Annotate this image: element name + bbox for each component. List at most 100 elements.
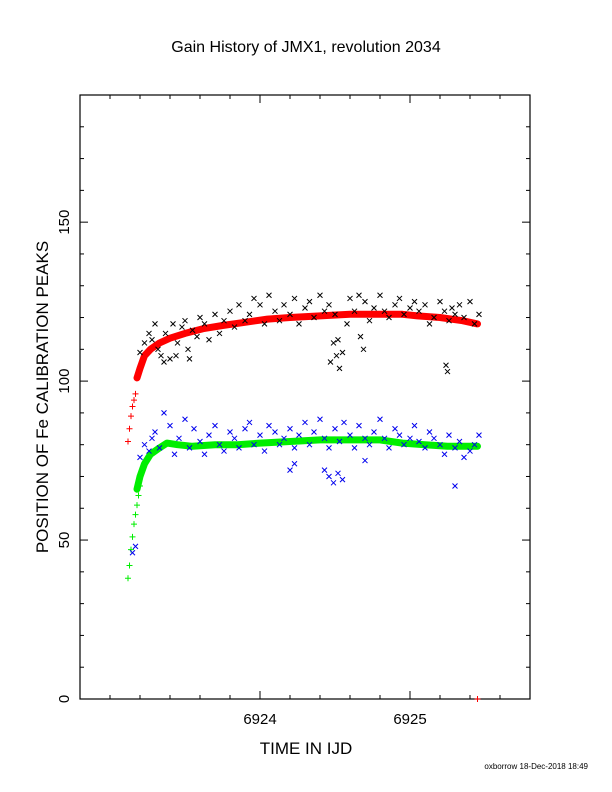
data-point — [162, 330, 169, 337]
data-point — [362, 298, 368, 305]
data-point — [392, 301, 398, 308]
data-point — [272, 429, 278, 435]
data-point — [242, 317, 248, 324]
data-point — [291, 445, 298, 451]
data-point — [146, 448, 152, 454]
data-point — [236, 445, 242, 451]
data-point — [125, 438, 131, 445]
x-axis-label: TIME IN IJD — [260, 739, 353, 758]
data-point — [246, 419, 253, 426]
data-point — [357, 333, 364, 340]
data-point — [362, 435, 368, 442]
data-point — [360, 346, 367, 353]
data-point — [446, 432, 452, 439]
data-point — [362, 457, 368, 464]
series-1 — [125, 483, 143, 582]
data-point — [302, 305, 308, 311]
data-point — [330, 340, 337, 346]
data-point — [221, 317, 227, 324]
data-point — [471, 321, 478, 327]
data-point — [137, 454, 143, 461]
data-point — [176, 435, 182, 442]
data-point — [132, 543, 139, 550]
data-point — [182, 317, 188, 324]
data-point — [174, 340, 181, 346]
series-layer — [125, 292, 482, 702]
y-tick-label: 50 — [56, 532, 73, 549]
data-point — [155, 346, 161, 353]
data-point — [396, 432, 403, 439]
data-point — [185, 346, 191, 353]
data-point — [156, 445, 163, 451]
data-point — [126, 425, 133, 432]
x-tick-label: 6924 — [243, 711, 276, 728]
data-point — [311, 314, 317, 321]
data-point — [272, 308, 278, 315]
data-point — [476, 311, 482, 318]
data-point — [366, 317, 373, 324]
data-point — [129, 533, 136, 540]
data-point — [149, 336, 155, 343]
data-point — [386, 314, 392, 321]
data-point — [407, 435, 413, 442]
data-point — [186, 445, 193, 451]
series-2 — [133, 310, 481, 382]
data-point — [161, 410, 167, 416]
data-point — [446, 317, 452, 324]
data-point — [125, 575, 131, 582]
data-point — [351, 308, 358, 315]
data-point — [306, 441, 313, 448]
data-point — [452, 483, 458, 489]
data-point — [251, 295, 257, 302]
y-tick-label: 100 — [56, 369, 73, 394]
data-point — [452, 445, 458, 451]
data-point — [437, 298, 443, 305]
data-point — [326, 445, 332, 451]
data-point — [227, 429, 233, 435]
data-point — [212, 422, 218, 429]
data-point — [212, 311, 218, 318]
data-point — [332, 311, 338, 318]
series-0 — [125, 390, 481, 702]
data-point — [287, 467, 293, 473]
data-point — [339, 349, 346, 356]
data-point — [197, 314, 203, 321]
data-point — [452, 311, 458, 318]
data-point — [206, 432, 212, 439]
chart-title: Gain History of JMX1, revolution 2034 — [171, 39, 441, 56]
data-point — [171, 451, 178, 458]
data-point — [296, 321, 302, 327]
data-point — [311, 429, 317, 435]
data-point — [426, 429, 433, 435]
data-point — [371, 305, 377, 311]
data-point — [131, 521, 137, 528]
data-point — [317, 416, 323, 423]
data-point — [276, 317, 283, 324]
data-point — [321, 467, 328, 473]
data-point — [321, 308, 328, 315]
data-point — [407, 305, 413, 311]
data-point — [335, 470, 341, 477]
data-point — [194, 333, 200, 340]
data-point — [416, 308, 422, 315]
data-point — [401, 441, 407, 448]
data-point — [356, 292, 362, 299]
data-point — [321, 435, 328, 442]
data-point — [441, 451, 448, 458]
data-point — [135, 492, 142, 499]
data-point — [276, 441, 283, 448]
data-point — [444, 368, 451, 375]
data-point — [474, 696, 481, 702]
footer-credit: oxborrow 18-Dec-2018 18:49 — [484, 762, 588, 771]
data-point — [461, 314, 467, 321]
data-point — [381, 435, 388, 442]
data-point — [443, 362, 449, 369]
data-point — [476, 432, 482, 439]
data-point — [257, 301, 263, 308]
data-point — [149, 435, 155, 442]
data-point — [146, 330, 152, 337]
data-point — [336, 365, 343, 372]
data-point — [173, 352, 179, 359]
data-point — [386, 445, 392, 451]
